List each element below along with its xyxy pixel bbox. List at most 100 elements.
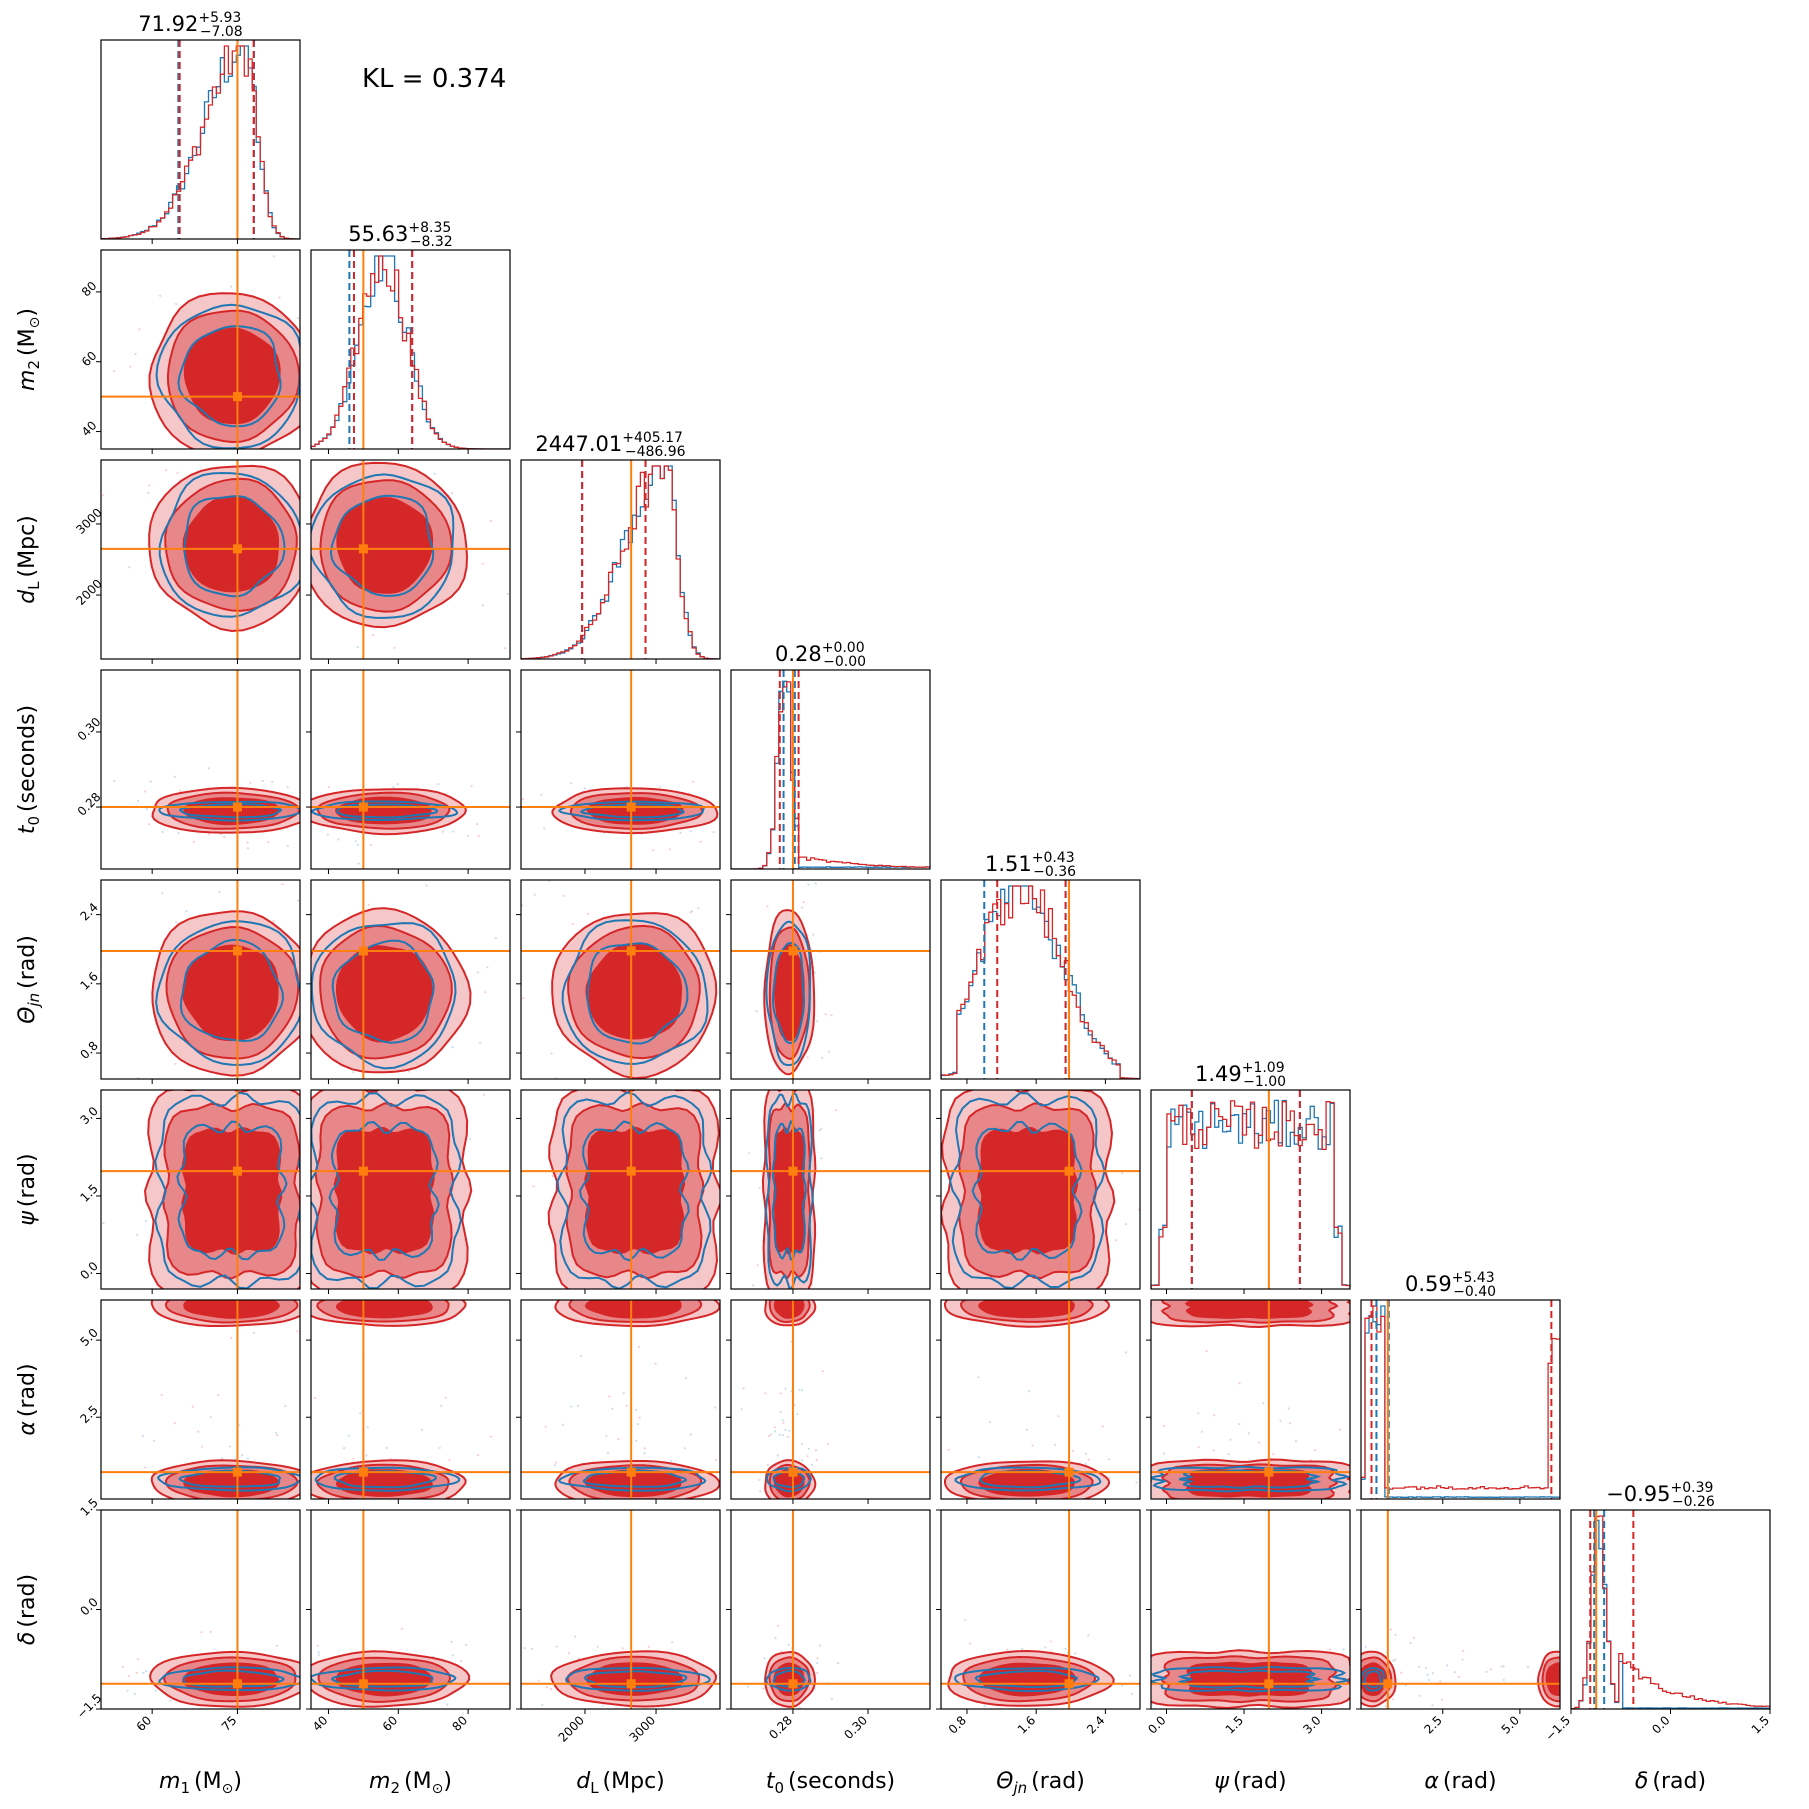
sample-point [814, 971, 817, 974]
sample-point [1003, 1500, 1005, 1502]
panel-frame [1360, 1299, 1561, 1500]
contour-b-outer [156, 1466, 300, 1492]
sample-point [487, 921, 489, 923]
x-tick-label: 3000 [627, 1713, 658, 1744]
sample-point [121, 1665, 125, 1668]
sample-point [460, 1085, 462, 1087]
sample-point [359, 1412, 362, 1415]
sample-point [826, 1443, 830, 1446]
sample-point [714, 1406, 717, 1409]
sample-point [1384, 1705, 1387, 1708]
contour-b-outer [311, 800, 459, 821]
contour-level-inner [978, 1300, 1075, 1319]
sample-point [737, 1102, 739, 1104]
sample-point [569, 1519, 571, 1521]
sample-point [317, 1650, 320, 1654]
sample-point [786, 1570, 788, 1572]
sample-point [333, 469, 335, 471]
sample-point [1197, 1412, 1200, 1415]
contour-level-inner [333, 1126, 435, 1255]
sample-point [224, 451, 226, 453]
sample-point [503, 647, 507, 650]
sample-point [207, 1638, 209, 1640]
sample-point [775, 1506, 777, 1508]
sample-point [303, 559, 305, 561]
sample-point [503, 794, 505, 796]
sample-point [313, 1396, 317, 1400]
sample-point [506, 592, 509, 595]
sample-point [760, 1583, 762, 1585]
sample-point [1162, 1424, 1165, 1428]
sample-point [801, 1459, 804, 1462]
sample-point [816, 1020, 819, 1023]
sample-point [574, 1635, 577, 1638]
sample-point [767, 1294, 769, 1296]
sample-point [1313, 1449, 1317, 1452]
sample-point [787, 1537, 789, 1539]
sample-point [175, 302, 178, 305]
sample-point [811, 1463, 814, 1466]
contour-b-outer [158, 800, 300, 822]
sample-point [1399, 1597, 1401, 1599]
sample-point [179, 789, 182, 793]
sample-point [476, 823, 479, 826]
sample-point [1057, 1415, 1060, 1418]
x-tick-label: 60 [380, 1713, 401, 1734]
contour-b-outer [764, 1091, 814, 1289]
sample-point [385, 1446, 388, 1449]
sample-point [95, 607, 97, 609]
sample-point [817, 1098, 819, 1100]
sample-point [1006, 1648, 1009, 1651]
contour-panel-m2-psi [303, 1081, 511, 1290]
sample-point [721, 1037, 723, 1039]
sample-point [1018, 1523, 1020, 1525]
sample-point [533, 893, 536, 896]
sample-point [428, 1524, 430, 1526]
sample-point [259, 1570, 261, 1572]
x-tick-label: 1.5 [1223, 1713, 1246, 1736]
sample-point [174, 1062, 177, 1065]
y-tick-label: 2000 [73, 576, 104, 607]
sample-point [1412, 1636, 1415, 1639]
sample-point [366, 1555, 368, 1557]
contour-b-inner [1177, 1669, 1323, 1689]
contour-level-inner [335, 1300, 433, 1319]
sample-point [562, 894, 565, 897]
sample-point [224, 1553, 226, 1555]
sample-point [1344, 1723, 1346, 1725]
contour-b-inner [336, 803, 439, 819]
sample-point [501, 1467, 503, 1469]
sample-point [269, 465, 271, 467]
sample-point [1011, 1515, 1013, 1517]
sample-point [200, 1631, 203, 1634]
sample-point [149, 780, 152, 783]
contour-panel-t0-theta_jn [730, 879, 931, 1100]
sample-point [1213, 1414, 1216, 1417]
histogram-series-b [731, 680, 930, 869]
sample-point [712, 831, 715, 834]
sample-point [690, 910, 694, 913]
sample-point [1084, 1462, 1087, 1465]
sample-point [632, 1521, 634, 1523]
title-t0: 0.28+0.00 −0.00 [775, 640, 866, 670]
sample-point [246, 847, 250, 850]
sample-point [641, 1712, 643, 1714]
sample-point [303, 1081, 305, 1083]
sample-point [596, 1645, 599, 1648]
contour-level-inner [584, 1126, 686, 1255]
sample-point [724, 1313, 726, 1315]
sample-point [145, 807, 148, 811]
sample-point [778, 1565, 780, 1567]
sample-point [489, 519, 492, 523]
contour-level-inner [773, 1300, 805, 1319]
sample-point [1122, 1534, 1124, 1536]
sample-point [177, 832, 180, 835]
contour-panel-m1-t0 [100, 669, 301, 870]
sample-point [577, 1404, 580, 1407]
contour-b-outer [1361, 1666, 1385, 1692]
sample-point [154, 1689, 157, 1692]
histogram-series-a [101, 45, 300, 239]
sample-point [531, 1647, 534, 1650]
sample-point [822, 1500, 824, 1502]
sample-point [777, 1624, 780, 1627]
